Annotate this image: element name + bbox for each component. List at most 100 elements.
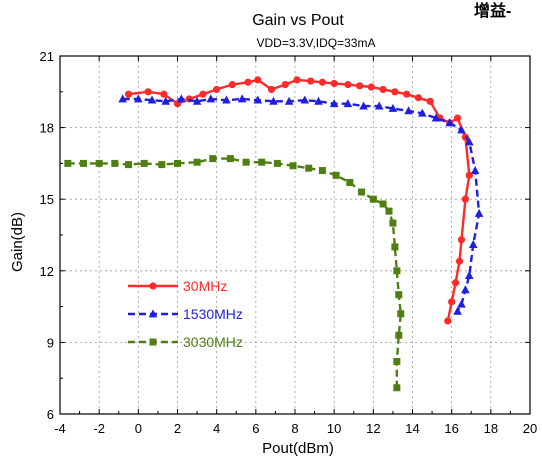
data-point-3030mhz (209, 155, 217, 163)
data-point-3030mhz (393, 357, 401, 365)
data-point-1530mhz (329, 99, 339, 108)
chart-subtitle: VDD=3.3V,IDQ=33mA (257, 36, 376, 50)
data-point-1530mhz (457, 125, 466, 134)
data-point-30mhz (228, 81, 236, 89)
data-point-30mhz (448, 298, 456, 306)
legend-marker-3030mhz (149, 338, 157, 346)
data-point-30mhz (199, 90, 207, 98)
y-tick-label: 9 (47, 335, 54, 350)
data-point-1530mhz (237, 94, 247, 103)
series-3030mhz (64, 155, 405, 392)
legend-marker-30mhz (149, 282, 157, 290)
data-point-1530mhz (253, 95, 263, 104)
x-tick-label: 6 (252, 421, 259, 436)
data-point-1530mhz (192, 96, 202, 105)
data-point-3030mhz (305, 164, 313, 172)
series-line-30mhz (128, 78, 471, 322)
data-point-30mhz (426, 97, 434, 105)
data-point-1530mhz (161, 96, 171, 105)
data-point-30mhz (244, 78, 252, 86)
data-point-30mhz (254, 76, 262, 84)
series-line-1530mhz (122, 97, 481, 312)
data-point-3030mhz (395, 291, 403, 299)
x-tick-label: -2 (93, 421, 105, 436)
data-point-30mhz (461, 195, 469, 203)
data-point-3030mhz (318, 167, 326, 175)
x-tick-label: 8 (291, 421, 298, 436)
data-point-30mhz (318, 78, 327, 86)
data-point-30mhz (444, 317, 452, 325)
legend-label-30mhz: 30MHz (183, 278, 227, 294)
data-point-1530mhz (343, 99, 353, 108)
data-point-30mhz (356, 82, 364, 90)
data-point-1530mhz (445, 118, 455, 127)
data-point-30mhz (391, 88, 399, 96)
grid-lines (60, 56, 530, 414)
data-point-30mhz (451, 279, 460, 287)
data-point-3030mhz (397, 310, 405, 318)
data-point-30mhz (344, 81, 352, 89)
data-point-1530mhz (417, 108, 427, 117)
data-point-3030mhz (289, 162, 297, 170)
x-axis-label: Pout(dBm) (262, 440, 334, 457)
series-30mhz (124, 76, 473, 325)
data-point-3030mhz (242, 158, 250, 166)
data-point-3030mhz (393, 267, 401, 275)
data-point-1530mhz (177, 94, 186, 103)
series-layer (64, 76, 484, 392)
x-tick-label: 18 (484, 421, 498, 436)
x-tick-label: 12 (366, 421, 380, 436)
data-point-1530mhz (118, 94, 127, 103)
data-point-1530mhz (206, 94, 216, 103)
x-tick-label: 4 (213, 421, 220, 436)
data-point-1530mhz (404, 106, 413, 115)
x-tick-label: 10 (327, 421, 341, 436)
x-tick-label: 2 (174, 421, 181, 436)
data-point-1530mhz (359, 101, 368, 110)
data-point-1530mhz (468, 239, 478, 248)
data-point-30mhz (414, 94, 422, 102)
x-tick-label: -4 (54, 421, 66, 436)
legend-label-3030mhz: 3030MHz (183, 334, 243, 350)
data-point-3030mhz (125, 161, 133, 169)
data-point-1530mhz (300, 95, 310, 104)
data-point-30mhz (281, 81, 289, 89)
data-point-30mhz (453, 114, 462, 122)
x-tick-label: 14 (405, 421, 419, 436)
data-point-1530mhz (431, 113, 441, 122)
data-point-1530mhz (314, 96, 323, 105)
legend: 30MHz 1530MHz 3030MHz (128, 278, 243, 350)
data-point-1530mhz (388, 103, 398, 112)
data-point-30mhz (160, 90, 168, 98)
data-point-30mhz (465, 171, 473, 179)
data-point-3030mhz (369, 195, 377, 203)
data-point-1530mhz (147, 95, 157, 104)
data-point-1530mhz (453, 306, 462, 315)
data-point-30mhz (144, 88, 152, 96)
data-point-30mhz (455, 257, 464, 265)
data-point-1530mhz (457, 299, 466, 308)
data-point-1530mhz (222, 95, 231, 104)
series-line-3030mhz (67, 157, 402, 388)
data-point-30mhz (267, 85, 276, 94)
data-point-1530mhz (461, 285, 470, 294)
legend-label-1530mhz: 1530MHz (183, 306, 243, 322)
data-point-3030mhz (158, 161, 166, 169)
data-point-30mhz (457, 236, 466, 244)
data-point-3030mhz (258, 158, 266, 166)
data-point-3030mhz (174, 159, 181, 167)
y-tick-label: 6 (47, 407, 54, 422)
data-point-3030mhz (95, 159, 103, 167)
data-point-3030mhz (64, 159, 72, 167)
data-point-3030mhz (346, 178, 354, 186)
data-point-1530mhz (470, 165, 480, 174)
data-point-1530mhz (464, 137, 474, 146)
data-point-3030mhz (385, 207, 393, 215)
data-point-30mhz (403, 90, 411, 98)
data-point-1530mhz (134, 94, 143, 103)
data-point-3030mhz (395, 331, 403, 339)
data-point-30mhz (307, 77, 315, 85)
y-tick-labels: 6 9 12 15 18 21 (40, 49, 54, 422)
data-point-3030mhz (332, 171, 340, 179)
y-tick-label: 21 (40, 49, 54, 64)
